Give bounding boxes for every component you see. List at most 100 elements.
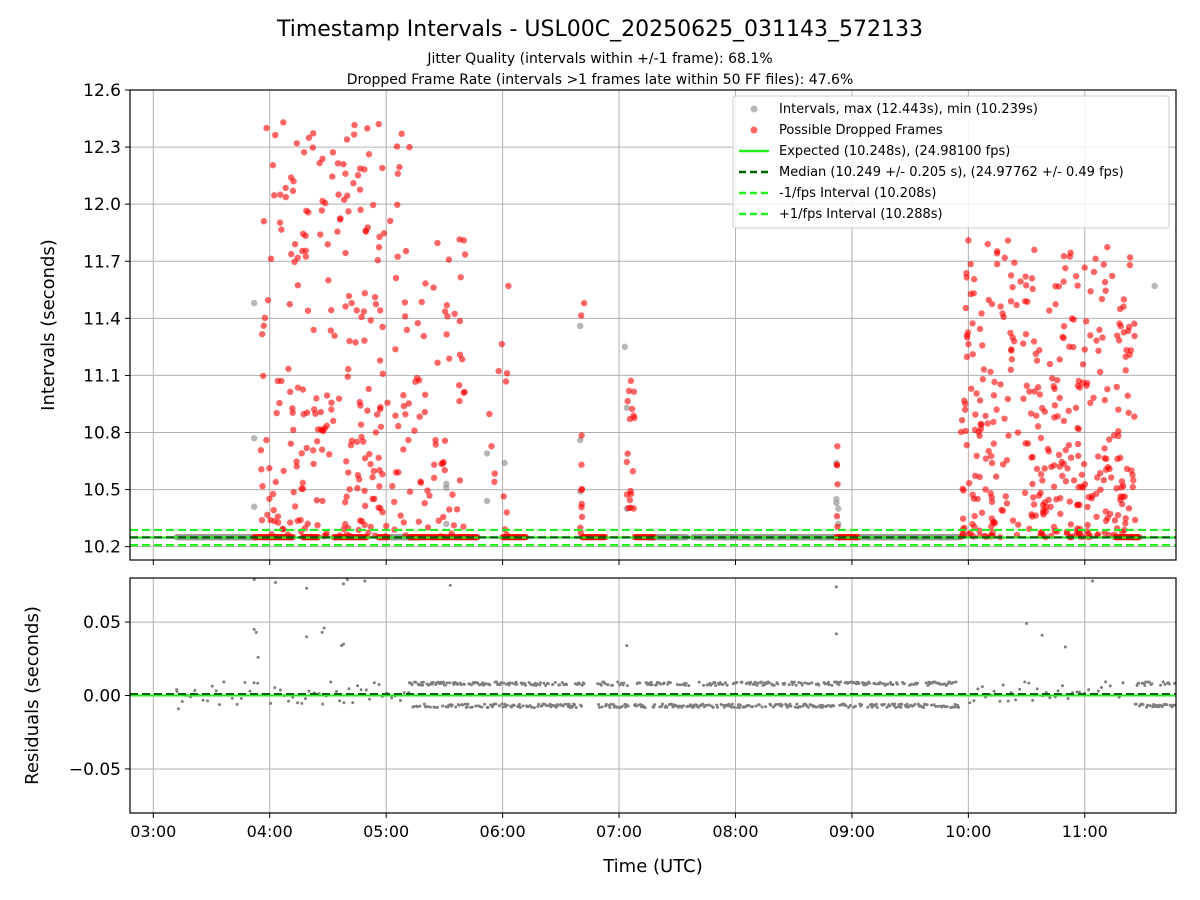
residual-point bbox=[329, 680, 333, 684]
dropped-frame-point bbox=[406, 488, 414, 495]
dropped-frame-point bbox=[440, 513, 447, 521]
dropped-frame-point bbox=[1102, 517, 1110, 525]
residual-point bbox=[1027, 681, 1031, 685]
residual-point bbox=[624, 705, 628, 709]
dropped-frame-point bbox=[441, 466, 448, 474]
dropped-frame-point bbox=[313, 438, 321, 445]
residual-point bbox=[661, 702, 665, 706]
top-plot-area bbox=[130, 119, 1176, 547]
top-y-tick-label: 10.2 bbox=[83, 538, 121, 558]
dropped-frame-point bbox=[1101, 445, 1108, 452]
residual-point bbox=[538, 681, 542, 685]
dropped-frame-point bbox=[259, 483, 266, 490]
dropped-frame-point bbox=[413, 374, 421, 382]
residual-point bbox=[431, 680, 435, 684]
residual-point bbox=[175, 688, 179, 692]
dropped-frame-point bbox=[421, 408, 428, 416]
dropped-frame-point bbox=[300, 410, 307, 418]
dropped-frame-point bbox=[1098, 295, 1106, 303]
dropped-frame-point bbox=[275, 519, 282, 526]
residual-point bbox=[902, 682, 906, 686]
dropped-frame-point bbox=[460, 237, 467, 244]
residual-point bbox=[1099, 685, 1103, 689]
top-y-tick-label: 12.6 bbox=[83, 81, 121, 101]
dropped-frame-point bbox=[1031, 246, 1038, 254]
residual-point bbox=[945, 705, 949, 709]
dropped-frame-point bbox=[626, 496, 634, 504]
dropped-frame-point bbox=[326, 451, 333, 458]
dropped-frame-point bbox=[416, 413, 423, 420]
residual-point bbox=[968, 701, 972, 705]
residual-point bbox=[659, 682, 663, 686]
residual-point bbox=[1075, 690, 1079, 694]
dropped-frame-point bbox=[345, 292, 353, 300]
dropped-frame-point bbox=[1003, 457, 1011, 464]
dropped-frame-point bbox=[346, 337, 353, 345]
residual-point bbox=[1167, 682, 1171, 686]
dropped-frame-point bbox=[1070, 477, 1078, 484]
dropped-frame-point bbox=[978, 421, 985, 428]
dropped-frame-point bbox=[503, 370, 511, 377]
dropped-frame-point bbox=[627, 487, 634, 495]
dropped-frame-point bbox=[505, 282, 512, 290]
dropped-frame-point bbox=[365, 385, 372, 393]
dropped-frame-point bbox=[461, 251, 469, 258]
residual-point bbox=[483, 702, 487, 706]
dropped-frame-point bbox=[327, 327, 334, 334]
residual-point bbox=[274, 580, 278, 584]
residual-point bbox=[551, 683, 555, 687]
dropped-frame-point bbox=[348, 299, 355, 307]
residual-point bbox=[445, 681, 449, 685]
legend-label-expected: Expected (10.248s), (24.98100 fps) bbox=[779, 144, 1010, 159]
dropped-frame-point bbox=[451, 310, 458, 318]
dropped-frame-point bbox=[833, 512, 841, 520]
residual-point bbox=[944, 684, 948, 688]
dropped-frame-point bbox=[972, 472, 979, 480]
dropped-frame-point bbox=[834, 481, 841, 488]
dropped-frame-point bbox=[1114, 511, 1122, 519]
dropped-frame-point bbox=[384, 399, 391, 406]
dropped-frame-point bbox=[267, 255, 275, 263]
top-axes-frame bbox=[129, 89, 1177, 561]
residual-point bbox=[817, 683, 821, 687]
dropped-frame-point bbox=[1009, 283, 1016, 291]
residual-point bbox=[457, 703, 461, 707]
residual-point bbox=[466, 702, 470, 706]
dropped-frame-point bbox=[1131, 332, 1138, 340]
interval-point bbox=[623, 404, 631, 411]
residual-point bbox=[1104, 680, 1108, 684]
residual-point bbox=[649, 680, 653, 684]
residual-point bbox=[1150, 682, 1154, 686]
dropped-frame-point bbox=[263, 436, 270, 444]
dropped-frame-point bbox=[1060, 334, 1067, 342]
residual-point bbox=[954, 680, 958, 684]
dropped-frame-point bbox=[1033, 465, 1041, 473]
legend-label-median: Median (10.249 +/- 0.205 s), (24.97762 +… bbox=[779, 165, 1124, 180]
dropped-frame-point bbox=[266, 465, 273, 472]
residual-point bbox=[254, 630, 258, 634]
dropped-frame-point bbox=[271, 192, 278, 199]
residual-point bbox=[494, 702, 498, 706]
dropped-frame-point bbox=[293, 463, 300, 470]
dropped-frame-point bbox=[312, 410, 319, 417]
dropped-frame-point bbox=[280, 119, 287, 126]
dropped-frame-point bbox=[1108, 272, 1116, 280]
dropped-frame-point bbox=[302, 253, 310, 260]
residual-point bbox=[495, 680, 499, 684]
dropped-frame-point bbox=[324, 241, 331, 248]
residual-point bbox=[560, 681, 564, 685]
residual-point bbox=[839, 680, 843, 684]
residual-point bbox=[803, 681, 807, 685]
dropped-frame-point bbox=[274, 513, 282, 520]
residual-point bbox=[321, 702, 325, 706]
dropped-frame-point bbox=[1072, 404, 1080, 412]
residual-point bbox=[725, 683, 729, 687]
dropped-frame-point bbox=[258, 330, 266, 338]
dropped-frame-point bbox=[976, 432, 983, 439]
residual-point bbox=[810, 681, 814, 685]
residual-point bbox=[503, 702, 507, 706]
residual-point bbox=[953, 702, 957, 706]
residual-point bbox=[497, 704, 501, 708]
dropped-frame-point bbox=[444, 313, 451, 320]
